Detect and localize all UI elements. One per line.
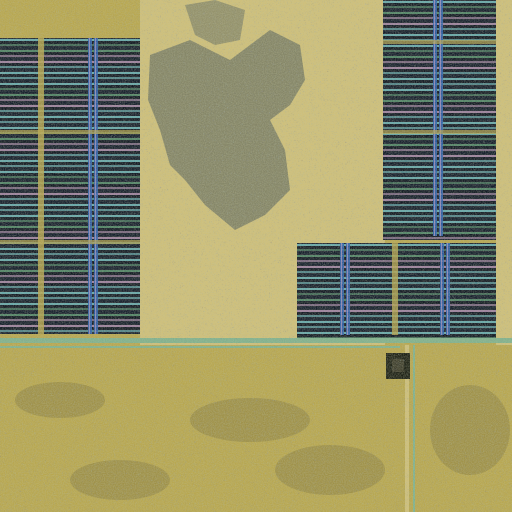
micrograph-canvas [0, 0, 512, 512]
speckle-overlay [0, 0, 512, 512]
micrograph-image [0, 0, 512, 512]
